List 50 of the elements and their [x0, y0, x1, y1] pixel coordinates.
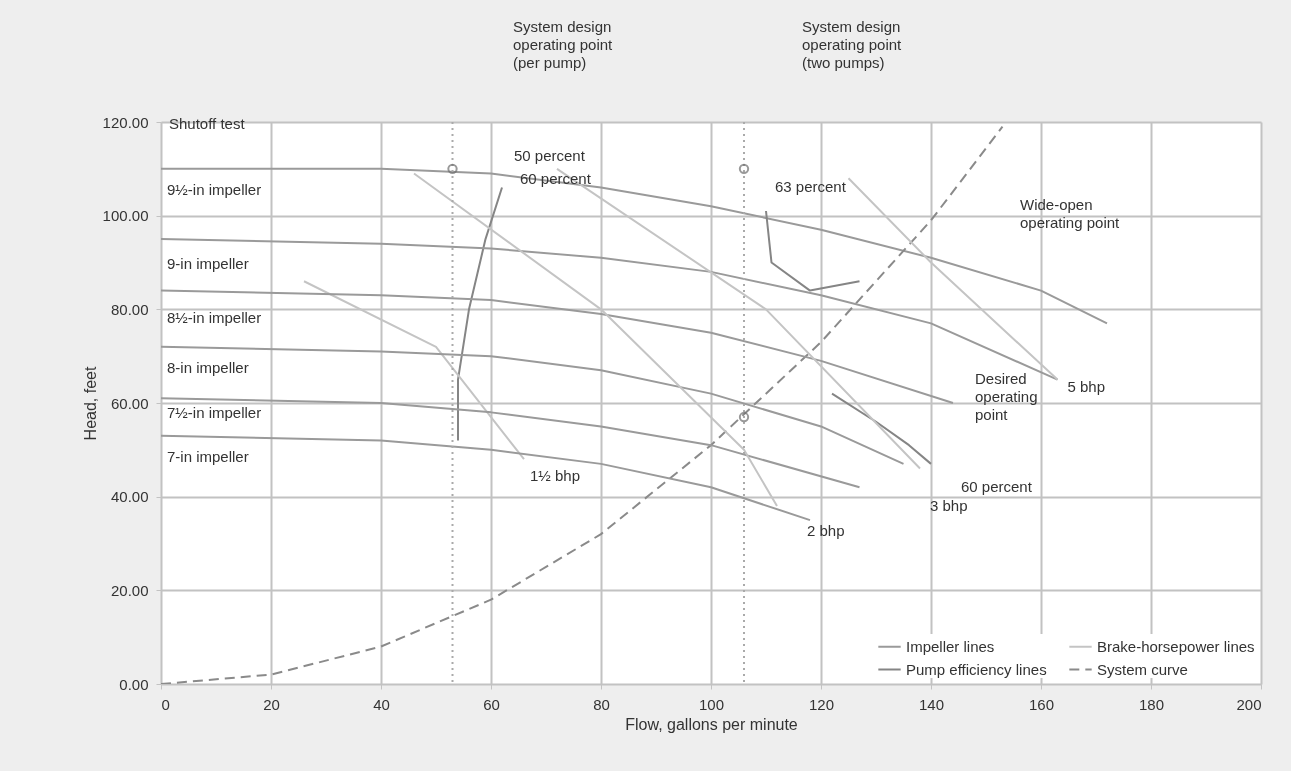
annotation: 1½ bhp: [530, 467, 581, 485]
text: System design operating point (per pump): [513, 18, 614, 71]
annotation: Desired operating point: [975, 370, 1038, 423]
annotation: Shutoff test: [169, 114, 246, 132]
y-tick-label: 100.00: [102, 207, 149, 225]
annotation: 63 percent: [775, 178, 847, 195]
annotation: 50 percent: [514, 146, 586, 164]
x-tick-label: 100: [698, 695, 725, 713]
y-tick-label: 40.00: [110, 488, 149, 506]
annotation: 2 bhp: [807, 522, 845, 540]
line-series: [161, 397, 861, 489]
x-tick-label: 160: [1028, 695, 1055, 713]
text: System design operating point (two pumps): [802, 18, 903, 71]
x-tick-label: 140: [918, 695, 945, 713]
x-tick-label: 80: [593, 695, 610, 713]
line-series: [161, 434, 811, 522]
y-axis-title: Head, feet: [81, 366, 99, 441]
legend-label: Brake-horsepower lines: [1097, 637, 1255, 655]
annotation: 8½-in impeller: [167, 308, 262, 326]
y-tick-label: 0.00: [119, 675, 149, 693]
x-tick-label: 40: [373, 695, 390, 713]
annotation: 7½-in impeller: [167, 404, 262, 422]
x-tick-label: 0: [161, 695, 170, 713]
x-tick-label: 200: [1236, 695, 1262, 713]
annotation: 9-in impeller: [167, 255, 249, 273]
line-series: [831, 392, 932, 465]
y-tick-label: 120.00: [102, 113, 149, 131]
x-tick-label: 120: [808, 695, 835, 713]
annotation: 60 percent: [961, 477, 1033, 495]
y-tick-label: 20.00: [110, 581, 149, 599]
annotation: 7-in impeller: [167, 447, 249, 465]
annotation: 8-in impeller: [167, 358, 249, 376]
legend-label: System curve: [1097, 660, 1188, 678]
y-tick-label: 60.00: [110, 394, 149, 412]
line-series: [765, 209, 861, 292]
line-series: [161, 345, 905, 465]
x-tick-label: 60: [483, 695, 500, 713]
line-series: [161, 289, 954, 404]
annotation: 9½-in impeller: [167, 180, 262, 198]
annotation: 3 bhp: [930, 496, 968, 514]
x-tick-label: 20: [263, 695, 280, 713]
x-tick-label: 180: [1138, 695, 1165, 713]
x-axis-title: Flow, gallons per minute: [625, 715, 798, 733]
legend-label: Pump efficiency lines: [906, 660, 1047, 678]
line-series: [457, 186, 503, 442]
y-tick-label: 80.00: [110, 300, 149, 318]
annotation: 60 percent: [520, 170, 592, 187]
legend-label: Impeller lines: [906, 637, 995, 655]
annotation: 5 bhp: [1067, 377, 1106, 395]
annotation: Wide-open operating point: [1020, 196, 1121, 231]
